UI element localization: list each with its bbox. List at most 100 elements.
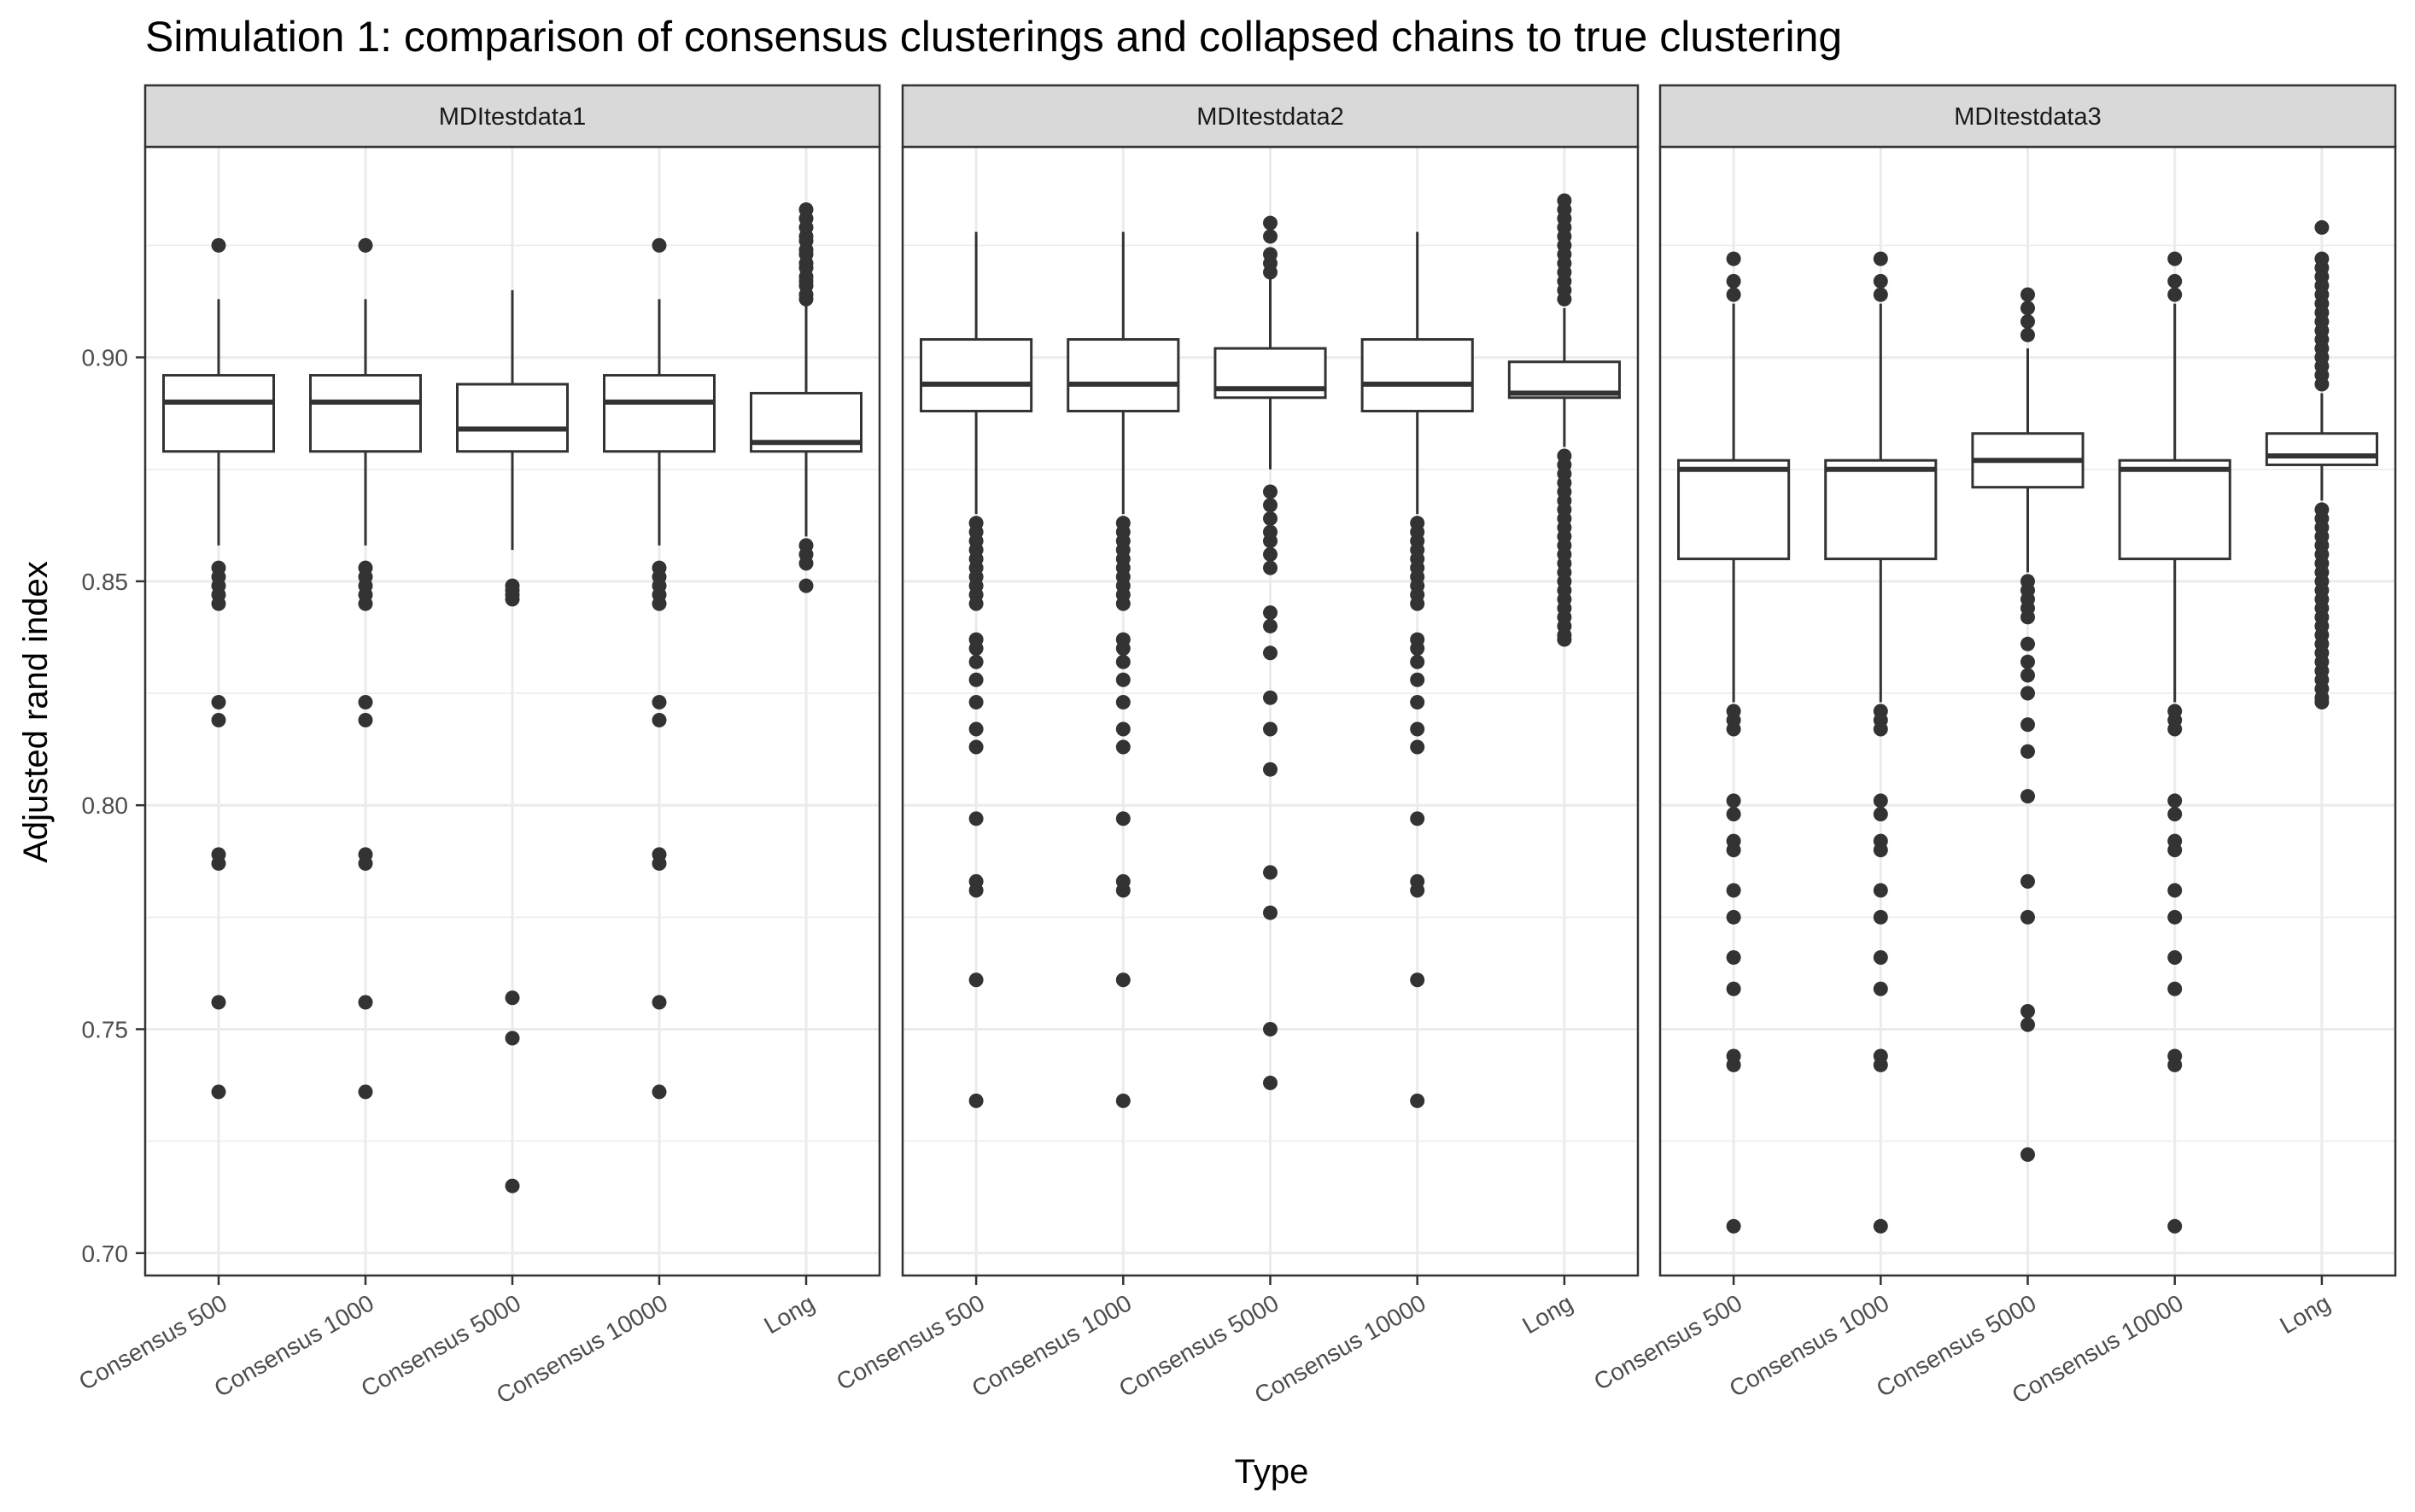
box-group <box>603 237 716 1100</box>
box-group <box>1507 193 1621 647</box>
outlier-point <box>1410 596 1425 611</box>
outlier-point <box>968 654 984 669</box>
outlier-point <box>2020 1147 2035 1162</box>
outlier-point <box>1115 672 1131 687</box>
outlier-point <box>2020 686 2035 701</box>
outlier-point <box>1873 1057 1888 1072</box>
outlier-point <box>798 291 814 306</box>
outlier-point <box>2020 717 2035 733</box>
outlier-point <box>1873 883 1888 898</box>
outlier-point <box>968 811 984 826</box>
outlier-point <box>1263 534 1278 549</box>
outlier-point <box>1410 695 1425 710</box>
outlier-point <box>2020 314 2035 330</box>
outlier-point <box>2020 668 2035 683</box>
outlier-point <box>1410 1093 1425 1108</box>
outlier-point <box>1726 273 1741 289</box>
outlier-point <box>1873 793 1888 809</box>
outlier-point <box>1263 498 1278 513</box>
box-iqr <box>456 382 569 453</box>
outlier-point <box>652 855 667 871</box>
outlier-point <box>1263 645 1278 661</box>
outlier-point <box>652 995 667 1010</box>
outlier-point <box>1726 909 1741 925</box>
outlier-point <box>1263 546 1278 562</box>
outlier-point <box>968 641 984 657</box>
outlier-point <box>1873 251 1888 266</box>
y-tick-label: 0.85 <box>82 569 129 595</box>
outlier-point <box>358 237 373 253</box>
outlier-point <box>2167 1057 2183 1072</box>
outlier-point <box>968 972 984 988</box>
box-iqr <box>920 338 1033 413</box>
outlier-point <box>1263 484 1278 499</box>
outlier-point <box>1263 265 1278 280</box>
outlier-point <box>1873 981 1888 996</box>
outlier-point <box>968 695 984 710</box>
chart-title: Simulation 1: comparison of consensus cl… <box>145 13 1842 61</box>
y-axis-title: Adjusted rand index <box>17 561 55 863</box>
outlier-point <box>358 1084 373 1100</box>
outlier-point <box>1726 950 1741 966</box>
outlier-point <box>358 712 373 727</box>
outlier-point <box>1263 865 1278 880</box>
x-tick-label: Consensus 500 <box>74 1289 231 1395</box>
outlier-point <box>2020 327 2035 342</box>
outlier-point <box>2167 251 2183 266</box>
outlier-point <box>1557 291 1572 306</box>
outlier-point <box>1873 950 1888 966</box>
outlier-point <box>211 695 226 710</box>
box-group <box>162 237 275 1100</box>
box-group <box>1213 215 1327 1090</box>
outlier-point <box>505 990 520 1006</box>
outlier-point <box>211 1084 226 1100</box>
y-axis: 0.70 0.75 0.80 0.85 0.90 <box>82 345 145 1267</box>
outlier-point <box>2020 909 2035 925</box>
outlier-point <box>2167 1218 2183 1234</box>
outlier-point <box>2167 793 2183 809</box>
facet-strip <box>901 84 1640 149</box>
outlier-point <box>1115 654 1131 669</box>
outlier-point <box>1873 909 1888 925</box>
outlier-point <box>2020 1003 2035 1019</box>
outlier-point <box>211 596 226 611</box>
x-axis-title: Type <box>1235 1453 1309 1491</box>
x-tick-label: Long <box>1517 1289 1576 1339</box>
outlier-point <box>2167 981 2183 996</box>
outlier-point <box>1726 287 1741 302</box>
outlier-point <box>1115 739 1131 755</box>
box-group <box>309 237 422 1100</box>
box-group <box>1971 287 2085 1162</box>
outlier-point <box>2020 301 2035 316</box>
outlier-point <box>358 596 373 611</box>
outlier-point <box>1410 721 1425 737</box>
outlier-point <box>1263 1075 1278 1090</box>
outlier-point <box>1115 721 1131 737</box>
outlier-point <box>1873 807 1888 822</box>
box-group <box>1677 251 1791 1234</box>
outlier-point <box>652 712 667 727</box>
outlier-point <box>1263 560 1278 575</box>
outlier-point <box>505 1030 520 1046</box>
outlier-point <box>211 855 226 871</box>
outlier-point <box>1263 605 1278 621</box>
outlier-point <box>2167 909 2183 925</box>
x-tick-label: Long <box>2275 1289 2334 1339</box>
outlier-point <box>2020 744 2035 759</box>
outlier-point <box>968 883 984 898</box>
outlier-point <box>1873 273 1888 289</box>
facet-strip-label: MDItestdata1 <box>439 103 586 131</box>
y-tick-label: 0.70 <box>82 1241 129 1267</box>
outlier-point <box>1873 843 1888 858</box>
facet-strip-label: MDItestdata3 <box>1954 103 2101 131</box>
outlier-point <box>1263 905 1278 920</box>
outlier-point <box>211 995 226 1010</box>
outlier-point <box>2167 883 2183 898</box>
x-tick-label: Consensus 500 <box>1589 1289 1746 1395</box>
facet-strip-label: MDItestdata2 <box>1196 103 1343 131</box>
x-tick-label: Long <box>760 1289 819 1339</box>
outlier-point <box>1115 695 1131 710</box>
